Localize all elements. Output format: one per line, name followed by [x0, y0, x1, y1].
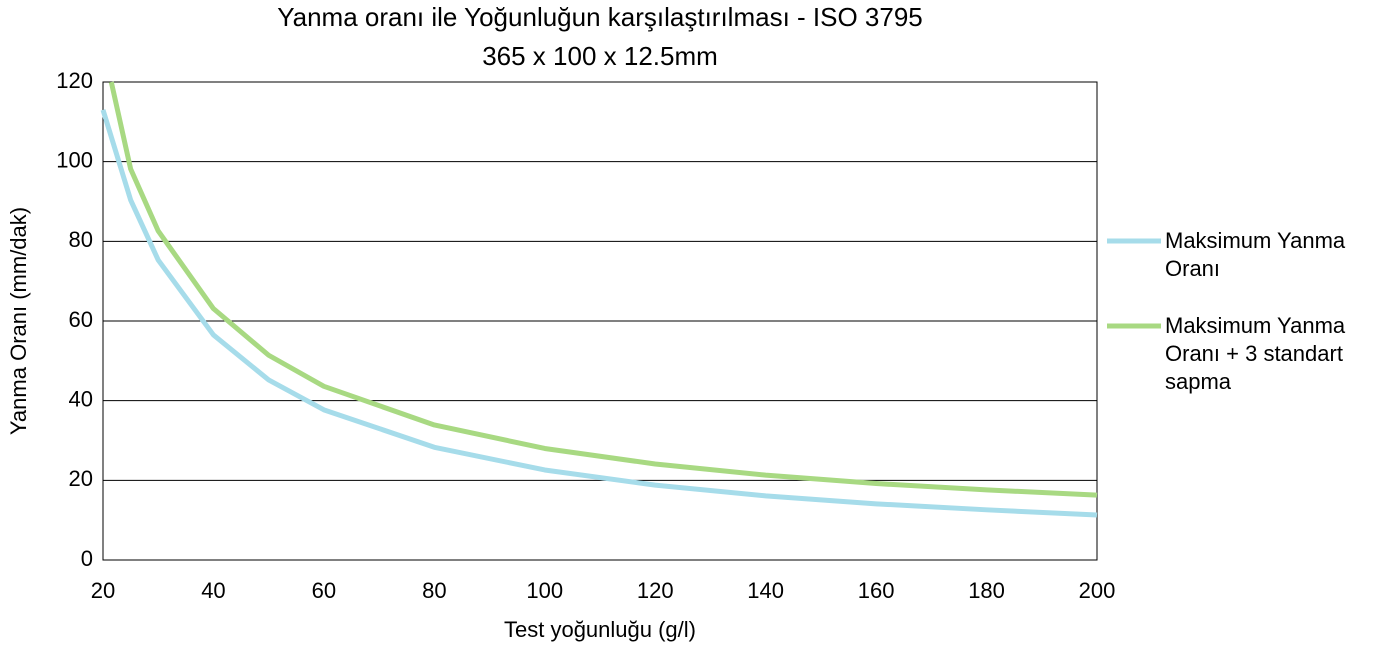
x-tick-label: 200	[1079, 578, 1116, 603]
y-tick-label: 80	[69, 227, 93, 252]
series-line	[108, 81, 1098, 498]
x-tick-label: 140	[747, 578, 784, 603]
series-line	[100, 109, 1098, 518]
y-tick-label: 40	[69, 386, 93, 411]
y-axis-label: Yanma Oranı (mm/dak)	[6, 207, 31, 435]
x-axis-label: Test yoğunluğu (g/l)	[504, 617, 696, 642]
y-tick-label: 100	[56, 147, 93, 172]
y-tick-label: 20	[69, 466, 93, 491]
x-tick-label: 20	[91, 578, 115, 603]
plot-border	[102, 81, 1098, 561]
y-tick-label: 120	[56, 68, 93, 93]
chart-subtitle: 365 x 100 x 12.5mm	[482, 41, 718, 71]
x-tick-label: 120	[637, 578, 674, 603]
x-tick-label: 160	[858, 578, 895, 603]
y-tick-label: 0	[81, 546, 93, 571]
legend-label: Maksimum Yanma Oranı + 3 standart sapma	[1165, 313, 1346, 394]
x-tick-label: 180	[968, 578, 1005, 603]
x-tick-label: 100	[526, 578, 563, 603]
x-tick-label: 60	[312, 578, 336, 603]
chart-title: Yanma oranı ile Yoğunluğun karşılaştırıl…	[277, 2, 923, 32]
legend-label: Maksimum Yanma Oranı	[1165, 228, 1346, 281]
x-tick-label: 80	[422, 578, 446, 603]
y-tick-label: 60	[69, 307, 93, 332]
x-tick-label: 40	[201, 578, 225, 603]
